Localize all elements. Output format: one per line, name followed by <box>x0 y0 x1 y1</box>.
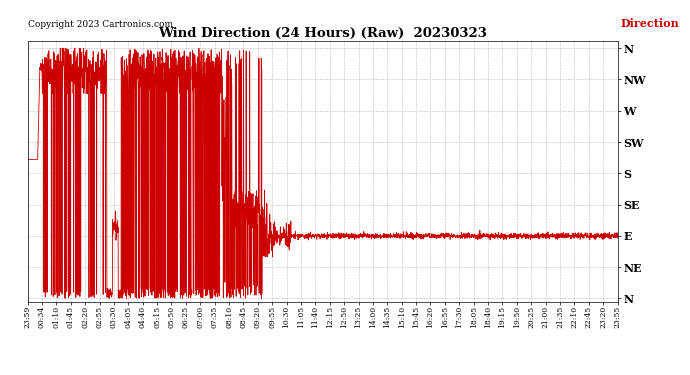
Title: Wind Direction (24 Hours) (Raw)  20230323: Wind Direction (24 Hours) (Raw) 20230323 <box>158 27 487 40</box>
Text: Copyright 2023 Cartronics.com: Copyright 2023 Cartronics.com <box>28 20 172 29</box>
Text: Direction: Direction <box>620 18 679 29</box>
